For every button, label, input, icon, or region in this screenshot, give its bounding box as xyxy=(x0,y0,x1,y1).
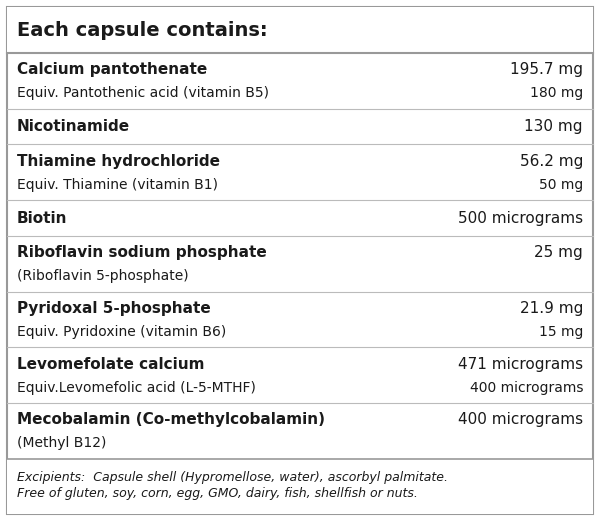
Text: Each capsule contains:: Each capsule contains: xyxy=(17,20,268,40)
Text: Levomefolate calcium: Levomefolate calcium xyxy=(17,357,205,371)
Text: Mecobalamin (Co-methylcobalamin): Mecobalamin (Co-methylcobalamin) xyxy=(17,413,325,427)
Text: 130 mg: 130 mg xyxy=(524,119,583,134)
Text: 500 micrograms: 500 micrograms xyxy=(458,210,583,226)
Text: (Riboflavin 5-phosphate): (Riboflavin 5-phosphate) xyxy=(17,269,188,283)
Text: 50 mg: 50 mg xyxy=(539,178,583,192)
Text: Excipients:  Capsule shell (Hypromellose, water), ascorbyl palmitate.: Excipients: Capsule shell (Hypromellose,… xyxy=(17,471,448,484)
Text: 180 mg: 180 mg xyxy=(530,86,583,100)
Text: Equiv. Thiamine (vitamin B1): Equiv. Thiamine (vitamin B1) xyxy=(17,178,218,192)
Text: 15 mg: 15 mg xyxy=(539,325,583,339)
Text: Biotin: Biotin xyxy=(17,210,67,226)
Text: 400 micrograms: 400 micrograms xyxy=(458,413,583,427)
Text: 56.2 mg: 56.2 mg xyxy=(520,154,583,169)
Text: Calcium pantothenate: Calcium pantothenate xyxy=(17,62,207,77)
Text: 195.7 mg: 195.7 mg xyxy=(510,62,583,77)
Text: Equiv. Pyridoxine (vitamin B6): Equiv. Pyridoxine (vitamin B6) xyxy=(17,325,226,339)
Text: 471 micrograms: 471 micrograms xyxy=(458,357,583,371)
Text: Free of gluten, soy, corn, egg, GMO, dairy, fish, shellfish or nuts.: Free of gluten, soy, corn, egg, GMO, dai… xyxy=(17,487,418,500)
Text: Pyridoxal 5-phosphate: Pyridoxal 5-phosphate xyxy=(17,301,211,316)
Text: Thiamine hydrochloride: Thiamine hydrochloride xyxy=(17,154,220,169)
Text: Riboflavin sodium phosphate: Riboflavin sodium phosphate xyxy=(17,245,267,260)
Bar xyxy=(7,459,593,514)
Text: Nicotinamide: Nicotinamide xyxy=(17,119,130,134)
Text: Equiv.Levomefolic acid (L-5-MTHF): Equiv.Levomefolic acid (L-5-MTHF) xyxy=(17,381,256,394)
Text: 25 mg: 25 mg xyxy=(534,245,583,260)
Text: (Methyl B12): (Methyl B12) xyxy=(17,437,106,450)
Text: Equiv. Pantothenic acid (vitamin B5): Equiv. Pantothenic acid (vitamin B5) xyxy=(17,86,269,100)
Text: 400 micrograms: 400 micrograms xyxy=(470,381,583,394)
Bar xyxy=(7,7,593,53)
Text: 21.9 mg: 21.9 mg xyxy=(520,301,583,316)
